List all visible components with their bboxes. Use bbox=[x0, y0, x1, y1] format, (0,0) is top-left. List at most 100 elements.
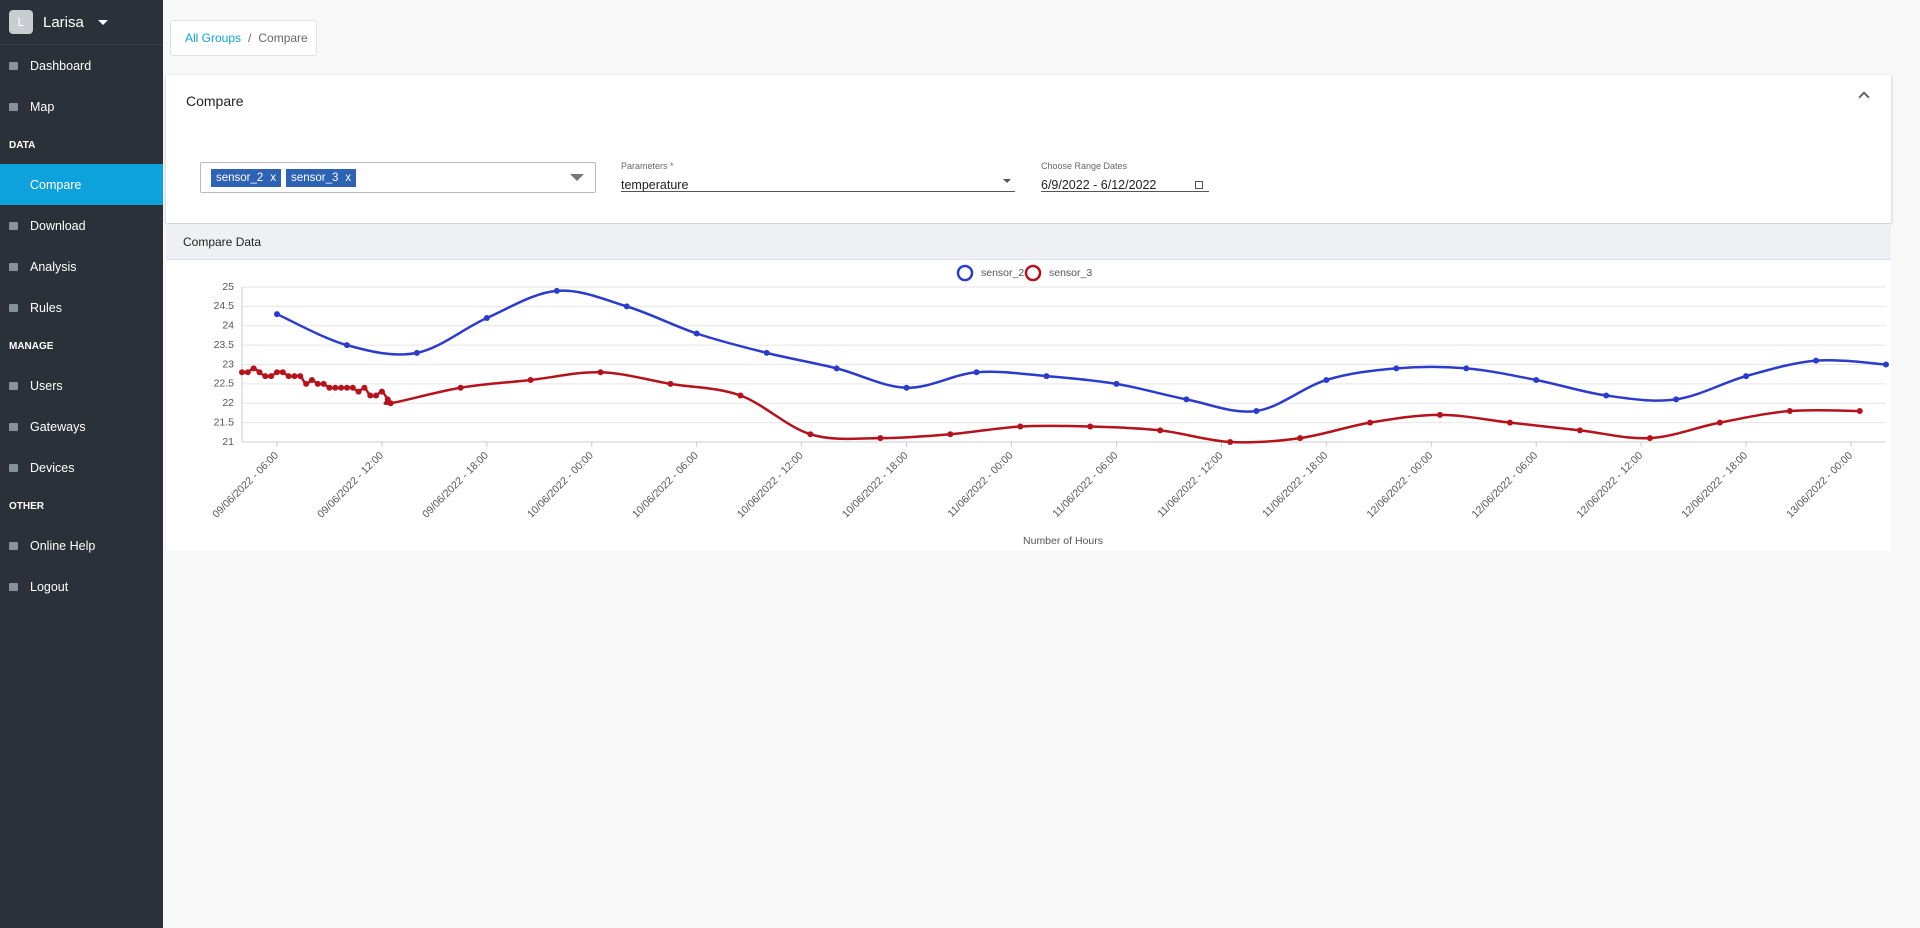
data-point bbox=[355, 388, 362, 395]
data-point bbox=[308, 377, 315, 383]
nav-heading: DATA bbox=[9, 140, 36, 151]
data-point bbox=[387, 400, 394, 407]
data-point bbox=[1883, 361, 1889, 368]
data-point bbox=[1157, 427, 1164, 434]
data-point bbox=[367, 392, 374, 399]
nav-item[interactable]: Download bbox=[0, 205, 163, 246]
data-point bbox=[244, 369, 251, 376]
data-point bbox=[1323, 377, 1330, 383]
breadcrumb-link[interactable]: All Groups bbox=[185, 31, 242, 45]
data-point bbox=[326, 384, 333, 391]
nav-item[interactable]: Compare bbox=[0, 164, 163, 205]
data-point bbox=[553, 287, 560, 294]
dropdown-arrow bbox=[570, 174, 584, 188]
nav-item[interactable]: Analysis bbox=[0, 246, 163, 287]
data-point bbox=[314, 380, 321, 387]
x-tick-label: 09/06/2022 - 06:00 bbox=[210, 449, 281, 520]
data-point bbox=[903, 384, 910, 391]
collapse-button[interactable] bbox=[1858, 91, 1870, 103]
field-label: Choose Range Dates bbox=[1041, 161, 1128, 171]
x-tick-label: 13/06/2022 - 00:00 bbox=[1784, 449, 1855, 520]
data-point bbox=[297, 373, 304, 380]
y-tick-label: 24.5 bbox=[214, 300, 235, 312]
data-point bbox=[1367, 419, 1374, 426]
data-point bbox=[1393, 365, 1400, 372]
data-point bbox=[332, 384, 339, 391]
data-point bbox=[807, 431, 814, 438]
nav-item[interactable]: Users bbox=[0, 365, 163, 406]
section-header: Compare Data bbox=[166, 224, 1891, 260]
data-point bbox=[457, 384, 464, 391]
x-tick-label: 11/06/2022 - 00:00 bbox=[945, 449, 1015, 519]
data-point bbox=[303, 380, 310, 387]
date-range[interactable]: Choose Range Dates 6/9/2022 - 6/12/2022 bbox=[1041, 161, 1209, 192]
chip-label: sensor_3 bbox=[291, 171, 339, 184]
chip-remove[interactable]: x bbox=[345, 171, 352, 184]
x-tick-label: 10/06/2022 - 06:00 bbox=[630, 449, 701, 520]
data-point bbox=[285, 373, 292, 380]
data-point bbox=[1506, 419, 1513, 426]
x-tick-label: 11/06/2022 - 18:00 bbox=[1260, 449, 1330, 519]
chip-remove[interactable]: x bbox=[270, 171, 277, 184]
x-tick-label: 12/06/2022 - 12:00 bbox=[1574, 449, 1645, 520]
nav-item[interactable]: Map bbox=[0, 86, 163, 127]
data-point bbox=[361, 384, 368, 391]
nav-item[interactable]: Online Help bbox=[0, 525, 163, 566]
data-point bbox=[1646, 435, 1653, 442]
y-tick-label: 24 bbox=[222, 320, 234, 332]
data-point bbox=[239, 369, 245, 376]
nav-item[interactable]: Dashboard bbox=[0, 45, 163, 86]
legend-label: sensor_3 bbox=[1049, 267, 1092, 279]
field-label: Parameters * bbox=[621, 161, 674, 171]
caret bbox=[97, 19, 108, 30]
data-point bbox=[262, 373, 269, 380]
field-value: 6/9/2022 - 6/12/2022 bbox=[1041, 178, 1157, 192]
chip: sensor_3 x bbox=[286, 168, 357, 187]
x-tick-label: 09/06/2022 - 18:00 bbox=[420, 449, 491, 520]
data-point bbox=[483, 315, 490, 321]
dropdown-arrow bbox=[1003, 179, 1011, 187]
data-point bbox=[1813, 357, 1820, 364]
data-point bbox=[349, 384, 356, 391]
chart: Number of Hours 21 21.5 22 22.5 23 23.5 24 24.5… bbox=[166, 260, 1891, 551]
data-point bbox=[1576, 427, 1583, 434]
data-point bbox=[343, 342, 350, 349]
data-point bbox=[291, 373, 298, 380]
parameters-select[interactable]: Parameters * temperature bbox=[621, 161, 1015, 192]
nav-item[interactable]: Devices bbox=[0, 447, 163, 488]
data-point bbox=[1603, 392, 1610, 399]
breadcrumb-current: Compare bbox=[258, 31, 308, 45]
x-tick-label: 11/06/2022 - 12:00 bbox=[1155, 449, 1225, 519]
data-point bbox=[268, 373, 275, 380]
data-point bbox=[1673, 396, 1680, 403]
data-point bbox=[250, 365, 257, 372]
data-point bbox=[1043, 373, 1050, 380]
field-value: temperature bbox=[621, 178, 689, 192]
x-tick-label: 09/06/2022 - 12:00 bbox=[315, 449, 386, 520]
series-line bbox=[241, 367, 1860, 444]
chip: sensor_2 x bbox=[211, 168, 282, 187]
user-name: Larisa bbox=[43, 13, 84, 31]
data-point bbox=[1227, 439, 1234, 445]
data-point bbox=[1533, 377, 1540, 383]
x-tick-label: 12/06/2022 - 00:00 bbox=[1365, 449, 1436, 520]
data-point bbox=[693, 330, 700, 337]
chip-label: sensor_2 bbox=[216, 171, 264, 184]
data-point bbox=[273, 369, 280, 376]
x-tick-label: 10/06/2022 - 18:00 bbox=[840, 449, 911, 520]
data-point bbox=[1743, 373, 1750, 380]
data-point bbox=[343, 384, 350, 391]
legend-label: sensor_2 bbox=[981, 267, 1024, 279]
nav-item[interactable]: Logout bbox=[0, 566, 163, 607]
sensor-select[interactable]: sensor_2 x sensor_3 x bbox=[200, 162, 596, 193]
data-point bbox=[833, 365, 840, 372]
nav-item[interactable]: Gateways bbox=[0, 406, 163, 447]
nav-item[interactable]: Rules bbox=[0, 287, 163, 328]
y-tick-label: 23.5 bbox=[214, 339, 235, 351]
x-tick-label: 11/06/2022 - 06:00 bbox=[1050, 449, 1120, 519]
data-point bbox=[947, 431, 954, 438]
user-menu[interactable]: L Larisa bbox=[0, 0, 163, 45]
x-tick-label: 10/06/2022 - 00:00 bbox=[525, 449, 596, 520]
data-point bbox=[763, 349, 770, 356]
